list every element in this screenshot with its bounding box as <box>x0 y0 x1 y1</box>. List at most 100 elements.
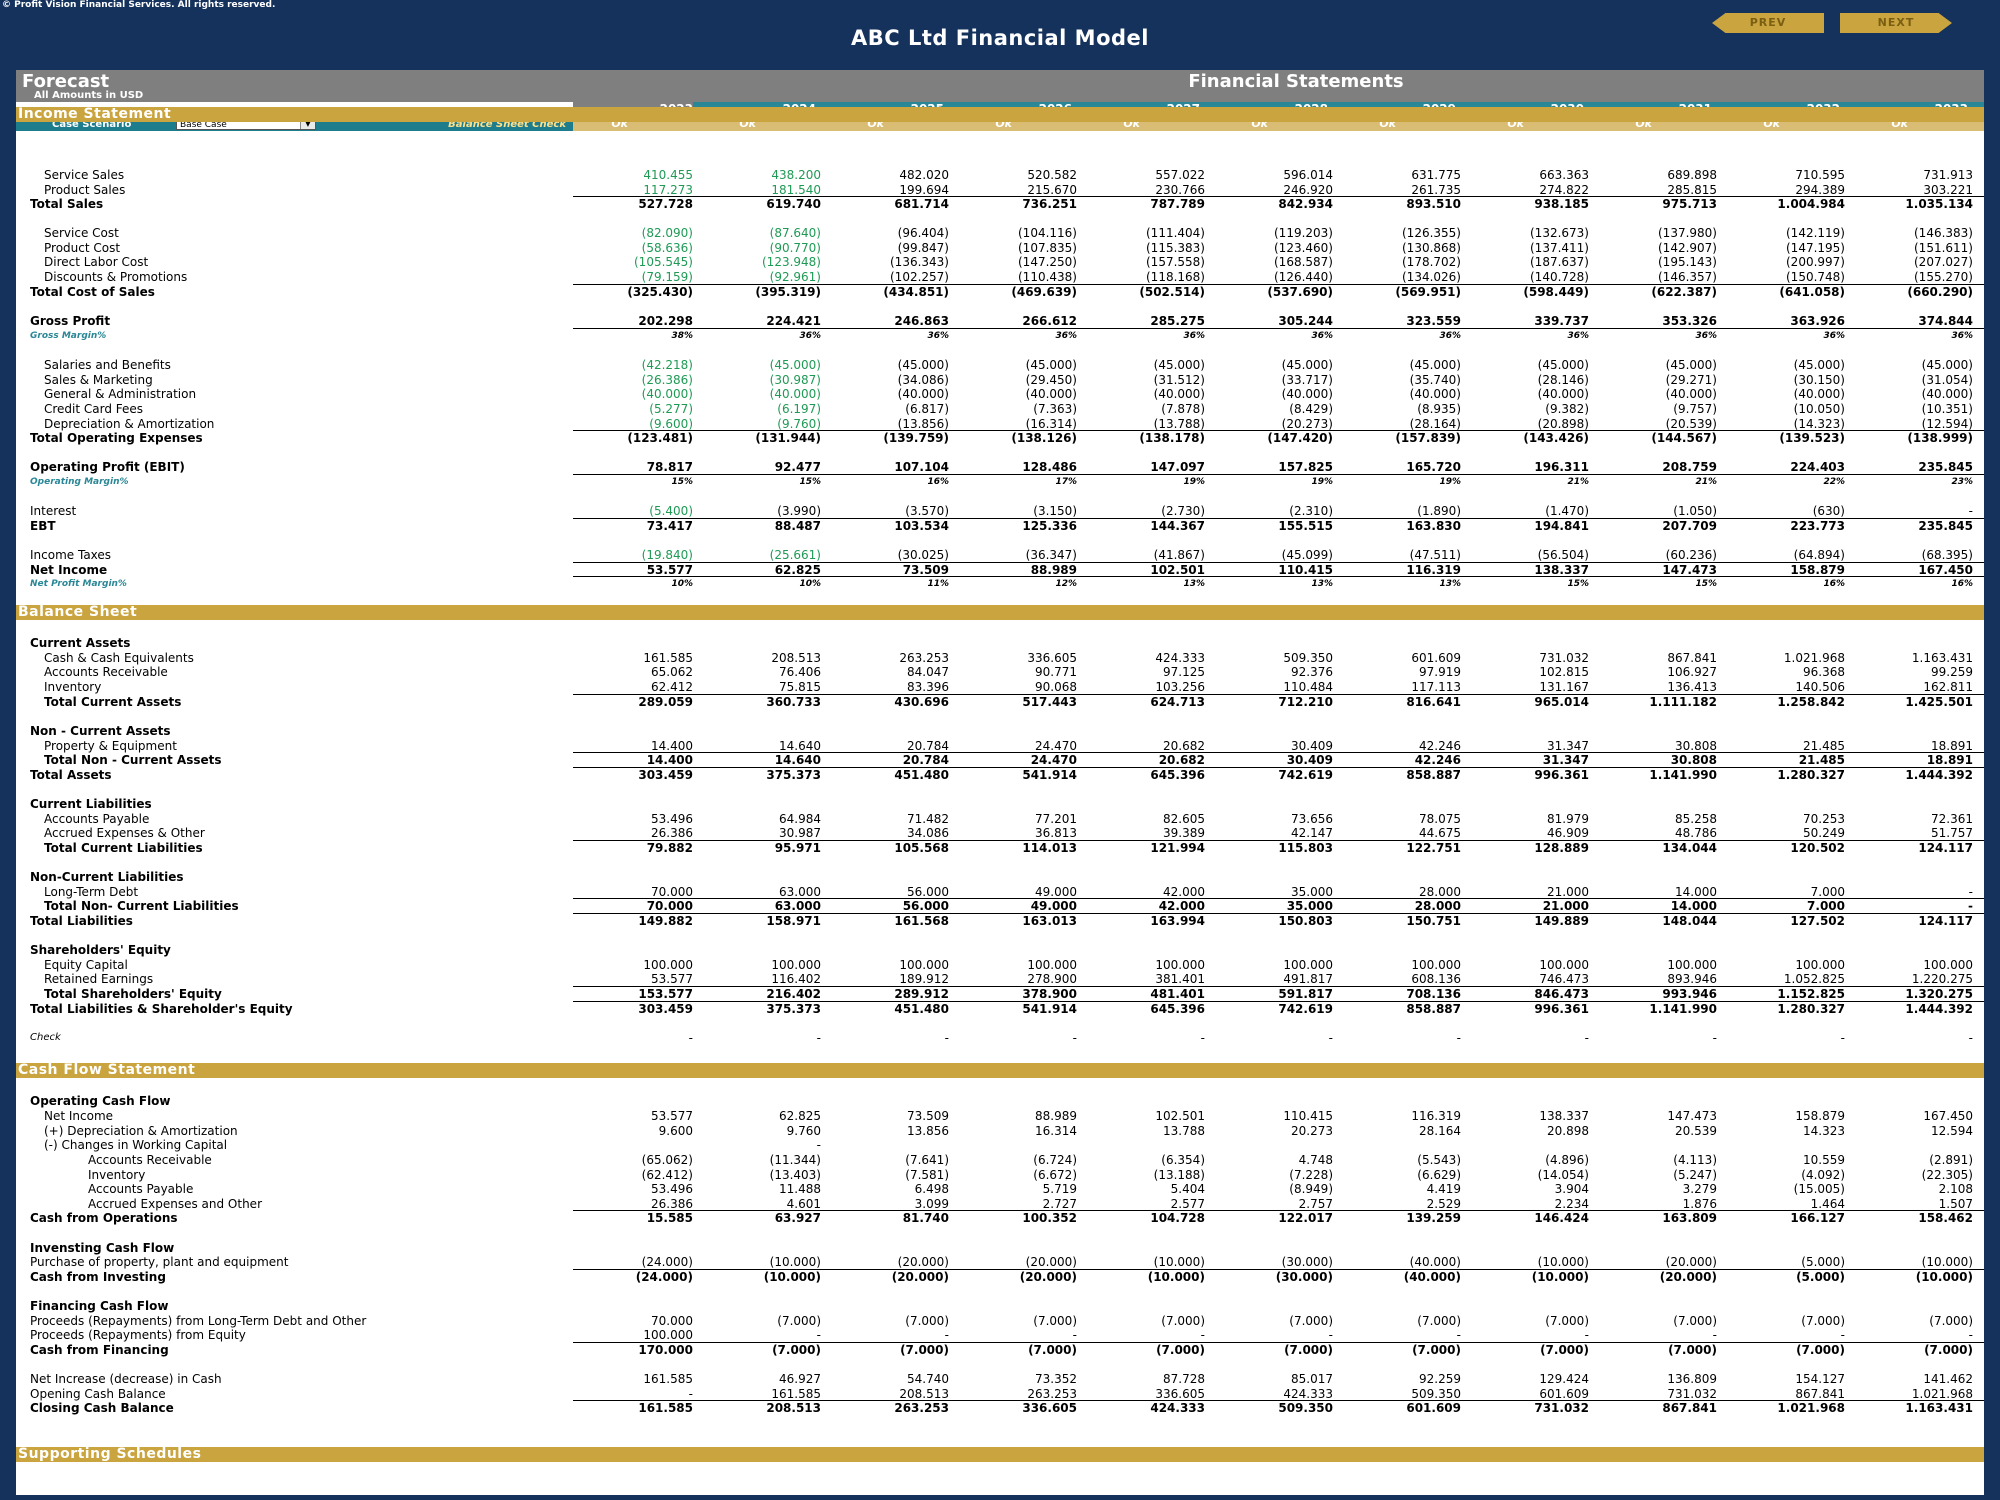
table-cell[interactable]: 146.424 <box>1534 1211 1589 1225</box>
table-cell[interactable]: (123.948) <box>762 255 821 269</box>
table-cell[interactable]: 14.400 <box>646 753 693 767</box>
table-cell[interactable]: (660.290) <box>1907 285 1973 299</box>
table-cell[interactable]: 49.000 <box>1030 899 1077 913</box>
table-cell[interactable]: (10.000) <box>1915 1270 1973 1284</box>
table-cell[interactable]: 1.444.392 <box>1905 768 1973 782</box>
table-cell[interactable]: 424.333 <box>1155 651 1205 665</box>
table-cell[interactable]: 207.709 <box>1662 519 1717 533</box>
table-cell[interactable]: (207.027) <box>1914 255 1973 269</box>
table-cell[interactable]: 125.336 <box>1022 519 1077 533</box>
table-cell[interactable]: 10% <box>671 579 693 589</box>
table-cell[interactable]: 28.164 <box>1419 1124 1461 1138</box>
table-cell[interactable]: (90.770) <box>769 241 821 255</box>
table-cell[interactable]: - <box>1456 1031 1461 1045</box>
table-cell[interactable]: 4.601 <box>786 1197 821 1211</box>
table-cell[interactable]: (7.000) <box>1412 1343 1461 1357</box>
table-cell[interactable]: - <box>1840 1328 1845 1342</box>
table-cell[interactable]: (40.000) <box>1025 387 1077 401</box>
table-cell[interactable]: 305.244 <box>1278 314 1333 328</box>
prev-button[interactable]: PREV <box>1712 13 1824 33</box>
table-cell[interactable]: 353.326 <box>1662 314 1717 328</box>
table-cell[interactable]: 378.900 <box>1022 987 1077 1001</box>
table-cell[interactable]: (7.000) <box>1924 1343 1973 1357</box>
table-cell[interactable]: 70.000 <box>651 1314 693 1328</box>
table-cell[interactable]: 2.727 <box>1042 1197 1077 1211</box>
table-cell[interactable]: (10.000) <box>769 1255 821 1269</box>
table-cell[interactable]: (20.000) <box>1659 1270 1717 1284</box>
table-cell[interactable]: 14.323 <box>1803 1124 1845 1138</box>
table-cell[interactable]: 223.773 <box>1790 519 1845 533</box>
table-cell[interactable]: 35.000 <box>1291 885 1333 899</box>
table-cell[interactable]: - <box>1968 504 1973 518</box>
table-cell[interactable]: 163.830 <box>1406 519 1461 533</box>
table-cell[interactable]: 736.251 <box>1022 197 1077 211</box>
table-cell[interactable]: 46.927 <box>779 1372 821 1386</box>
table-cell[interactable]: 72.361 <box>1931 812 1973 826</box>
table-cell[interactable]: 42.000 <box>1163 885 1205 899</box>
table-cell[interactable]: 19% <box>1439 477 1461 487</box>
table-cell[interactable]: 42.147 <box>1291 826 1333 840</box>
table-cell[interactable]: 16% <box>1951 579 1973 589</box>
table-cell[interactable]: 12% <box>1055 579 1077 589</box>
table-cell[interactable]: 71.482 <box>907 812 949 826</box>
table-cell[interactable]: 631.775 <box>1411 168 1461 182</box>
table-cell[interactable]: (35.740) <box>1409 373 1461 387</box>
table-cell[interactable]: 23% <box>1951 477 1973 487</box>
table-cell[interactable]: 83.396 <box>907 680 949 694</box>
table-cell[interactable]: (126.355) <box>1402 226 1461 240</box>
table-cell[interactable]: (6.672) <box>1033 1168 1077 1182</box>
table-cell[interactable]: 1.152.825 <box>1777 987 1845 1001</box>
table-cell[interactable]: 100.000 <box>643 958 693 972</box>
table-cell[interactable]: 104.728 <box>1150 1211 1205 1225</box>
table-cell[interactable]: (60.236) <box>1665 548 1717 562</box>
table-cell[interactable]: (9.760) <box>777 417 821 431</box>
table-cell[interactable]: 24.470 <box>1035 739 1077 753</box>
table-cell[interactable]: 167.450 <box>1918 563 1973 577</box>
table-cell[interactable]: (157.839) <box>1395 431 1461 445</box>
table-cell[interactable]: 36% <box>1567 331 1589 341</box>
table-cell[interactable]: (42.218) <box>641 358 693 372</box>
table-cell[interactable]: (1.890) <box>1417 504 1461 518</box>
table-cell[interactable]: 163.013 <box>1022 914 1077 928</box>
table-cell[interactable]: 339.737 <box>1534 314 1589 328</box>
table-cell[interactable]: 53.577 <box>651 1109 693 1123</box>
table-cell[interactable]: (4.896) <box>1545 1153 1589 1167</box>
table-cell[interactable]: 663.363 <box>1539 168 1589 182</box>
table-cell[interactable]: 14.000 <box>1670 899 1717 913</box>
table-cell[interactable]: 100.000 <box>643 1328 693 1342</box>
table-cell[interactable]: 65.062 <box>651 665 693 679</box>
table-cell[interactable]: (107.835) <box>1018 241 1077 255</box>
table-cell[interactable]: 336.605 <box>1022 1401 1077 1415</box>
table-cell[interactable]: 116.319 <box>1411 1109 1461 1123</box>
table-cell[interactable]: 161.585 <box>771 1387 821 1401</box>
table-cell[interactable]: 21.000 <box>1547 885 1589 899</box>
table-cell[interactable]: - <box>816 1138 821 1152</box>
table-cell[interactable]: 20.898 <box>1547 1124 1589 1138</box>
table-cell[interactable]: 438.200 <box>771 168 821 182</box>
table-cell[interactable]: 81.979 <box>1547 812 1589 826</box>
table-cell[interactable]: 266.612 <box>1022 314 1077 328</box>
table-cell[interactable]: 1.876 <box>1682 1197 1717 1211</box>
table-cell[interactable]: (622.387) <box>1651 285 1717 299</box>
table-cell[interactable]: - <box>944 1031 949 1045</box>
table-cell[interactable]: - <box>1072 1328 1077 1342</box>
table-cell[interactable]: 375.373 <box>766 1002 821 1016</box>
table-cell[interactable]: 16% <box>927 477 949 487</box>
table-cell[interactable]: (7.000) <box>1673 1314 1717 1328</box>
chevron-down-icon[interactable]: ▼ <box>300 119 315 129</box>
table-cell[interactable]: 161.585 <box>643 651 693 665</box>
table-cell[interactable]: 601.609 <box>1539 1387 1589 1401</box>
table-cell[interactable]: 117.113 <box>1411 680 1461 694</box>
table-cell[interactable]: 140.506 <box>1795 680 1845 694</box>
table-cell[interactable]: (137.980) <box>1658 226 1717 240</box>
table-cell[interactable]: (138.178) <box>1139 431 1205 445</box>
table-cell[interactable]: 10.559 <box>1803 1153 1845 1167</box>
table-cell[interactable]: 53.496 <box>651 1182 693 1196</box>
table-cell[interactable]: 158.879 <box>1795 1109 1845 1123</box>
table-cell[interactable]: (20.000) <box>1025 1255 1077 1269</box>
table-cell[interactable]: 90.771 <box>1035 665 1077 679</box>
table-cell[interactable]: 1.425.501 <box>1905 695 1973 709</box>
table-cell[interactable]: 1.320.275 <box>1905 987 1973 1001</box>
table-cell[interactable]: (3.990) <box>777 504 821 518</box>
table-cell[interactable]: (7.000) <box>1289 1314 1333 1328</box>
